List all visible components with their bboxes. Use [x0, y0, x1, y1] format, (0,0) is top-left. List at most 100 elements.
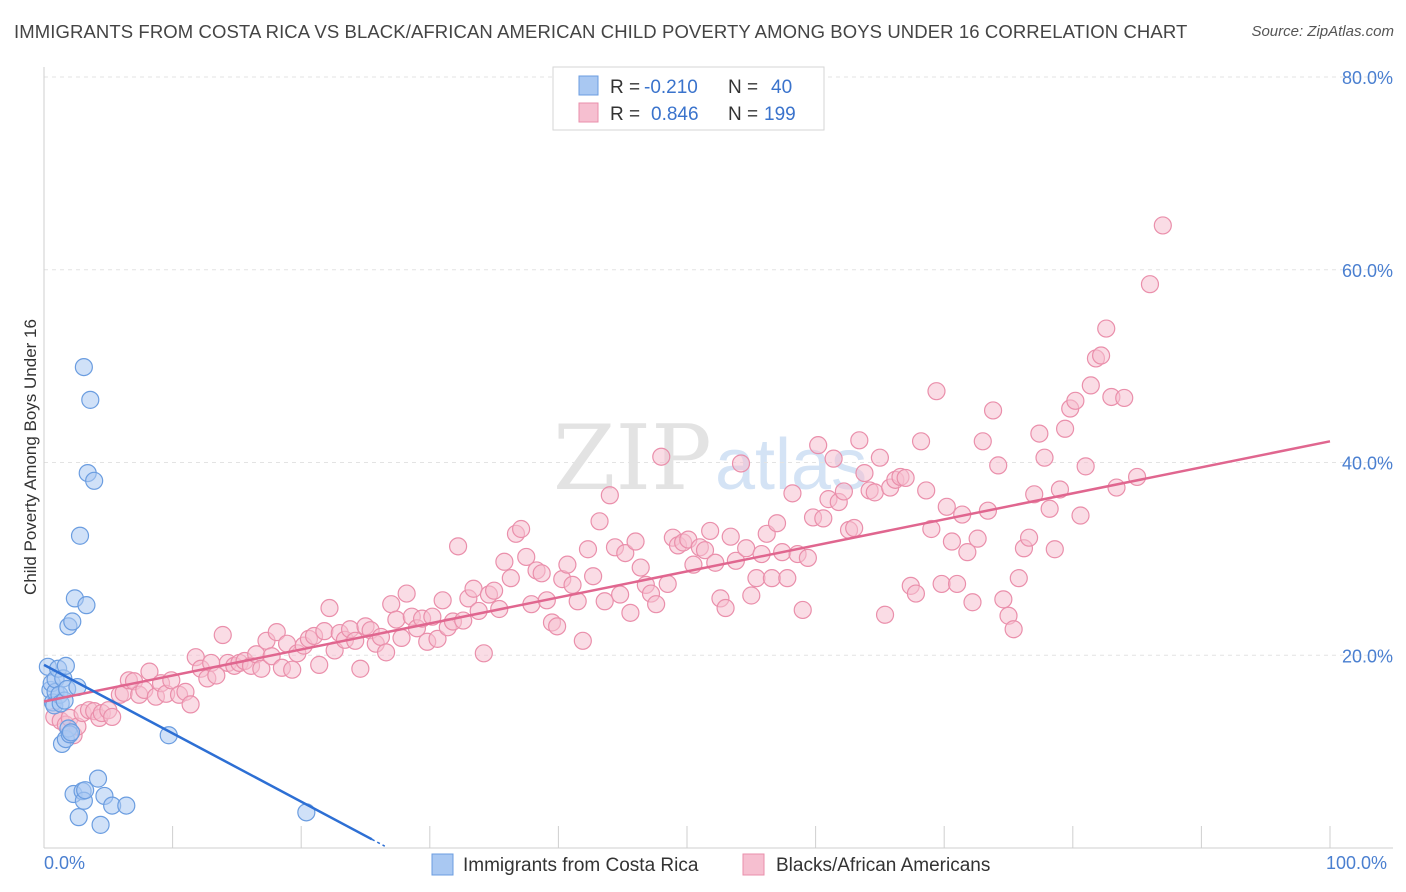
- blacks-african-americans-point: [963, 593, 982, 612]
- y-tick-label-80: 80.0%: [1342, 68, 1393, 88]
- blacks-african-americans-point: [485, 581, 504, 600]
- blacks-african-americans-point: [647, 595, 666, 614]
- blacks-african-americans-point: [392, 628, 411, 648]
- blacks-african-americans-point: [1050, 480, 1070, 499]
- blacks-african-americans-point: [1040, 499, 1059, 518]
- immigrants-costa-rica-point: [63, 612, 82, 631]
- blacks-african-americans-point: [584, 567, 603, 586]
- blacks-african-americans-point: [793, 600, 812, 620]
- blacks-african-americans-point: [927, 382, 946, 401]
- blacks-african-americans-point: [590, 512, 609, 531]
- immigrants-costa-rica-point: [69, 808, 88, 827]
- blacks-african-americans-point: [1107, 478, 1126, 497]
- y-tick-labels: 20.0% 40.0% 60.0% 80.0%: [1342, 68, 1393, 666]
- blacks-african-americans-point: [731, 454, 751, 473]
- blacks-african-americans-point: [611, 585, 630, 604]
- blacks-african-americans-point: [563, 575, 582, 594]
- blacks-african-americans-point: [1004, 620, 1023, 639]
- blacks-african-americans-point: [798, 548, 817, 568]
- blacks-african-americans-point: [448, 537, 468, 556]
- y-tick-label-40: 40.0%: [1342, 454, 1393, 474]
- blacks-african-americans-point: [706, 553, 725, 572]
- blacks-african-americans-point: [652, 447, 671, 466]
- immigrants-costa-rica-point: [91, 815, 110, 834]
- blacks-african-americans-point: [1066, 391, 1085, 410]
- blacks-african-americans-point: [870, 448, 890, 467]
- blacks-african-americans-point: [906, 584, 926, 603]
- blacks-african-americans-point: [658, 574, 677, 594]
- chart-source: Source: ZipAtlas.com: [1251, 23, 1394, 40]
- blacks-african-americans-point: [1045, 540, 1064, 559]
- blacks-african-americans-point: [1115, 388, 1134, 408]
- blacks-african-americans-point: [351, 659, 370, 678]
- blacks-african-americans-point: [573, 631, 592, 650]
- blacks-african-americans-point: [968, 529, 987, 548]
- blacks-african-americans-point: [464, 579, 483, 598]
- blacks-african-americans-point: [320, 598, 339, 618]
- blacks-african-americans-point: [778, 569, 797, 588]
- blacks-african-americans-point: [824, 449, 843, 468]
- blacks-african-americans-point: [315, 622, 334, 641]
- blacks-african-americans-point: [716, 598, 735, 618]
- legend-r-label-2: R =: [610, 104, 640, 125]
- legend-r-label-1: R =: [610, 77, 640, 98]
- blacks-african-americans-point: [382, 595, 401, 614]
- blacks-african-americans-point: [283, 660, 302, 679]
- blacks-african-americans-point: [616, 543, 635, 563]
- blacks-african-americans-point: [631, 558, 650, 577]
- y-tick-label-60: 60.0%: [1342, 261, 1393, 281]
- legend-swatch-pink: [578, 102, 599, 123]
- legend-bottom-label-pink: Blacks/African Americans: [776, 855, 990, 876]
- immigrants-costa-rica-point: [77, 596, 96, 615]
- blacks-african-americans-point: [695, 541, 715, 560]
- y-axis-label: Child Poverty Among Boys Under 16: [21, 319, 40, 595]
- blacks-african-americans-point: [626, 532, 645, 551]
- legend-bottom-swatch-pink: [742, 853, 765, 876]
- blacks-african-americans-point: [1009, 569, 1028, 588]
- immigrants-costa-rica-point: [56, 656, 75, 675]
- legend-r-value-1: -0.210: [644, 77, 698, 98]
- immigrants-costa-rica-point: [70, 526, 90, 545]
- blacks-african-americans-point: [809, 436, 828, 455]
- blacks-african-americans-point: [947, 574, 967, 594]
- watermark-zip: ZIP: [553, 406, 712, 511]
- immigrants-costa-rica-point: [61, 723, 81, 742]
- blacks-african-americans-point: [428, 629, 447, 648]
- blacks-african-americans-point: [767, 514, 787, 533]
- series-immigrants-costa-rica: [38, 357, 316, 834]
- blacks-african-americans-point: [1081, 376, 1100, 395]
- legend-n-label-2: N =: [728, 104, 758, 125]
- legend-bottom: Immigrants from Costa Rica Blacks/Africa…: [431, 853, 990, 876]
- blacks-african-americans-point: [213, 625, 232, 645]
- blacks-african-americans-point: [469, 601, 488, 621]
- blacks-african-americans-point: [701, 521, 720, 541]
- blacks-african-americans-point: [517, 547, 536, 567]
- blacks-african-americans-point: [310, 655, 329, 674]
- blacks-african-americans-point: [814, 509, 833, 528]
- trend-line-immigrants-costa-rica: [43, 663, 373, 841]
- blacks-african-americans-point: [1035, 448, 1054, 467]
- blacks-african-americans-point: [181, 695, 200, 714]
- blacks-african-americans-point: [865, 483, 884, 502]
- axes: [43, 67, 1393, 849]
- blacks-african-americans-point: [845, 518, 864, 538]
- blacks-african-americans-point: [548, 617, 567, 636]
- blacks-african-americans-point: [595, 592, 614, 611]
- blacks-african-americans-point: [922, 519, 941, 539]
- blacks-african-americans-point: [397, 584, 416, 603]
- x-tick-label-left: 0.0%: [44, 853, 85, 873]
- blacks-african-americans-point: [578, 540, 598, 559]
- immigrants-costa-rica-point: [117, 796, 136, 815]
- blacks-african-americans-point: [875, 605, 895, 624]
- blacks-african-americans-point: [1153, 216, 1172, 235]
- blacks-african-americans-point: [721, 527, 740, 546]
- immigrants-costa-rica-point: [85, 471, 104, 490]
- blacks-african-americans-point: [850, 431, 869, 450]
- blacks-african-americans-point: [1091, 346, 1111, 365]
- blacks-african-americans-point: [1071, 506, 1090, 525]
- legend-n-value-1: 40: [771, 77, 792, 98]
- blacks-african-americans-point: [742, 586, 761, 605]
- blacks-african-americans-point: [994, 590, 1013, 609]
- blacks-african-americans-point: [896, 468, 915, 488]
